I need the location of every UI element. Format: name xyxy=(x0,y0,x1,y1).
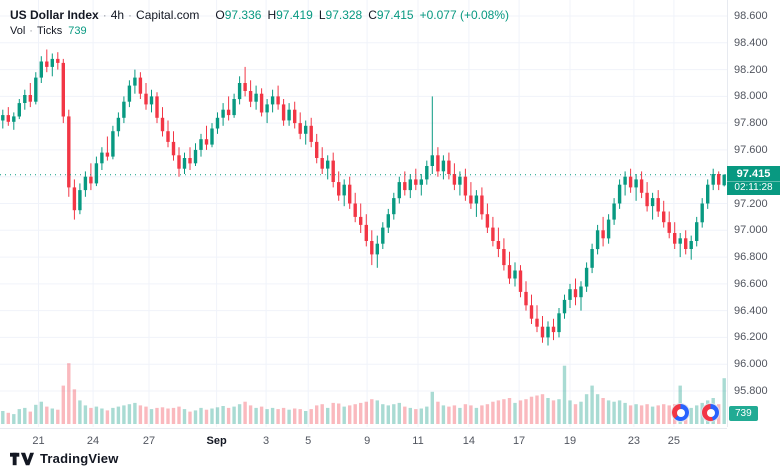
volume-type-label: Ticks xyxy=(36,25,63,37)
legend-separator: · xyxy=(102,8,107,22)
time-axis-label: 3 xyxy=(263,435,270,447)
legend-separator: · xyxy=(128,8,133,22)
high-value: 97.419 xyxy=(276,8,313,22)
high-label: H xyxy=(267,8,277,22)
price-axis-label: 98.600 xyxy=(734,10,768,22)
change-value: +0.077 (+0.08%) xyxy=(419,8,509,22)
price-axis-label: 98.400 xyxy=(734,36,768,49)
data-source-label: Capital.com xyxy=(136,8,200,22)
time-axis-label: 5 xyxy=(305,435,312,447)
price-axis-label: 97.600 xyxy=(734,143,768,156)
close-label: C xyxy=(368,8,377,22)
price-axis-label: 98.200 xyxy=(734,63,768,76)
time-axis-label: 17 xyxy=(512,435,526,447)
price-axis-label: 96.400 xyxy=(734,304,768,317)
close-value: 97.415 xyxy=(376,8,414,22)
sentiment-donut-icon[interactable] xyxy=(702,404,719,421)
time-axis-label: 9 xyxy=(364,435,371,447)
brand-name: TradingView xyxy=(40,451,119,466)
open-value: 97.336 xyxy=(224,8,262,22)
price-axis-label: 98.000 xyxy=(734,90,768,103)
tradingview-logo-icon xyxy=(10,452,34,465)
price-axis-label: 96.200 xyxy=(734,331,768,344)
time-axis-label: 23 xyxy=(627,435,641,447)
donut-hole xyxy=(676,408,685,417)
price-axis-label: 97.800 xyxy=(734,117,768,130)
symbol-legend[interactable]: US Dollar Index · 4h · Capital.com O97.336 H97… xyxy=(10,8,509,23)
open-label: O xyxy=(215,8,225,22)
volume-label: Vol xyxy=(10,25,26,37)
symbol-name[interactable]: US Dollar Index xyxy=(10,8,99,22)
time-axis-label: 27 xyxy=(142,435,156,447)
tradingview-brand[interactable]: TradingView xyxy=(10,451,119,466)
price-axis-label: 97.000 xyxy=(734,224,768,237)
current-price-value: 97.415 xyxy=(727,165,780,181)
price-axis-label: 97.200 xyxy=(734,197,768,210)
legend-separator: · xyxy=(29,25,33,37)
sentiment-donut-icon[interactable] xyxy=(672,404,689,421)
low-label: L xyxy=(318,8,326,22)
price-axis-label: 96.000 xyxy=(734,358,768,371)
time-axis-label: 14 xyxy=(462,435,476,447)
time-axis-label: 21 xyxy=(32,435,45,447)
ohlc-readout: O97.336 H97.419 L97.328 C97.415 +0.077 (+0.0… xyxy=(209,8,509,22)
time-axis-label: 11 xyxy=(412,435,424,447)
volume-axis-badge: 739 xyxy=(729,406,758,421)
bar-countdown: 02:11:28 xyxy=(727,180,780,195)
price-axis[interactable]: 98.600 98.400 98.200 98.000 97.800 97.600 97.4… xyxy=(727,0,780,427)
price-axis-label: 96.600 xyxy=(734,277,768,290)
time-axis-label: 25 xyxy=(667,435,681,447)
time-axis-label: 24 xyxy=(86,435,100,447)
volume-legend[interactable]: Vol · Ticks 739 xyxy=(10,24,87,38)
candlestick-plot[interactable] xyxy=(0,0,727,427)
current-price-badge: 97.415 02:11:28 xyxy=(727,165,780,195)
time-axis[interactable]: 21 24 27 Sep 3 5 9 11 14 17 19 23 25 xyxy=(0,428,727,451)
donut-hole xyxy=(706,408,715,417)
interval-label[interactable]: 4h xyxy=(110,8,125,22)
price-axis-label: 96.800 xyxy=(734,251,768,264)
price-axis-label: 95.800 xyxy=(734,385,768,397)
time-axis-label: Sep xyxy=(206,435,227,447)
volume-value: 739 xyxy=(68,25,87,37)
low-value: 97.328 xyxy=(325,8,363,22)
time-axis-label: 19 xyxy=(563,435,577,447)
